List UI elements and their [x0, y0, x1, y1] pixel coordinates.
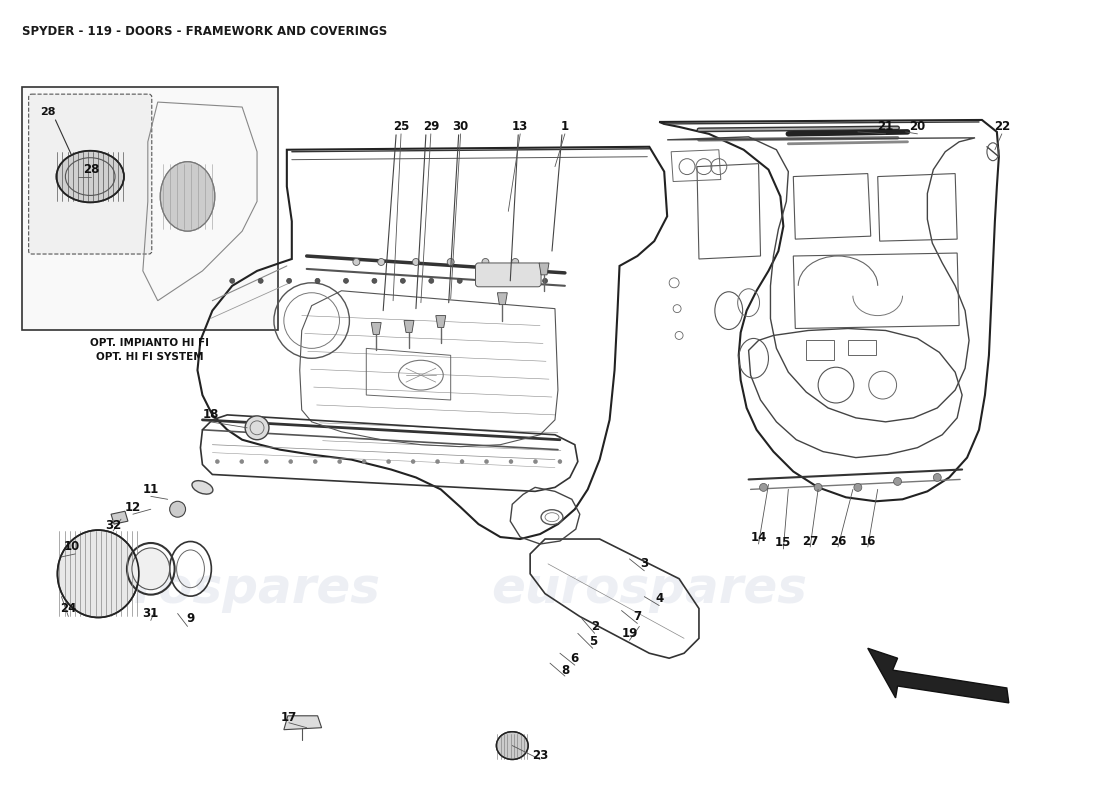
- Circle shape: [814, 483, 822, 491]
- Circle shape: [338, 459, 342, 463]
- Ellipse shape: [132, 548, 169, 590]
- Circle shape: [386, 459, 390, 463]
- Circle shape: [314, 459, 317, 463]
- Text: OPT. HI FI SYSTEM: OPT. HI FI SYSTEM: [96, 352, 204, 362]
- Text: 28: 28: [82, 163, 99, 176]
- Text: 10: 10: [63, 541, 79, 554]
- Circle shape: [412, 258, 419, 266]
- Circle shape: [482, 258, 488, 266]
- Polygon shape: [111, 511, 128, 524]
- Circle shape: [542, 278, 548, 283]
- Text: 22: 22: [993, 121, 1010, 134]
- Circle shape: [315, 278, 320, 283]
- Ellipse shape: [161, 162, 214, 231]
- Circle shape: [460, 459, 464, 463]
- Circle shape: [429, 278, 433, 283]
- Polygon shape: [284, 716, 321, 730]
- Circle shape: [240, 459, 244, 463]
- Text: 26: 26: [829, 534, 846, 547]
- Text: 17: 17: [280, 711, 297, 724]
- Circle shape: [245, 416, 270, 440]
- Circle shape: [558, 459, 562, 463]
- Circle shape: [512, 258, 519, 266]
- Text: 13: 13: [513, 121, 528, 134]
- Polygon shape: [868, 648, 1009, 703]
- Circle shape: [289, 459, 293, 463]
- Circle shape: [484, 459, 488, 463]
- Circle shape: [264, 459, 268, 463]
- Text: 19: 19: [621, 627, 638, 640]
- Circle shape: [362, 459, 366, 463]
- Text: 30: 30: [452, 121, 469, 134]
- Text: OPT. IMPIANTO HI FI: OPT. IMPIANTO HI FI: [90, 338, 209, 349]
- Circle shape: [486, 278, 491, 283]
- Text: 4: 4: [656, 592, 663, 605]
- Polygon shape: [436, 315, 446, 327]
- Polygon shape: [404, 321, 414, 333]
- Text: 23: 23: [532, 749, 548, 762]
- Ellipse shape: [57, 530, 139, 618]
- Circle shape: [458, 278, 462, 283]
- Circle shape: [169, 502, 186, 517]
- FancyBboxPatch shape: [475, 263, 541, 286]
- Text: 31: 31: [143, 607, 158, 620]
- Text: 8: 8: [561, 664, 569, 677]
- Ellipse shape: [56, 150, 124, 202]
- Text: 14: 14: [750, 530, 767, 543]
- Polygon shape: [372, 322, 382, 334]
- Polygon shape: [497, 293, 507, 305]
- Circle shape: [372, 278, 377, 283]
- Circle shape: [400, 278, 405, 283]
- Text: 9: 9: [186, 612, 195, 625]
- Circle shape: [534, 459, 538, 463]
- Ellipse shape: [192, 481, 213, 494]
- Circle shape: [436, 459, 440, 463]
- Text: 12: 12: [124, 501, 141, 514]
- Text: 27: 27: [802, 534, 818, 547]
- Ellipse shape: [496, 732, 528, 759]
- Text: 25: 25: [393, 121, 409, 134]
- Text: 24: 24: [60, 602, 77, 615]
- Circle shape: [448, 258, 454, 266]
- Polygon shape: [539, 263, 549, 275]
- Circle shape: [759, 483, 768, 491]
- Circle shape: [230, 278, 234, 283]
- Text: 11: 11: [143, 483, 158, 496]
- Text: 20: 20: [910, 121, 925, 134]
- Circle shape: [854, 483, 861, 491]
- Text: 16: 16: [859, 534, 876, 547]
- Text: eurospares: eurospares: [64, 565, 381, 613]
- Circle shape: [216, 459, 219, 463]
- Circle shape: [514, 278, 519, 283]
- Text: 2: 2: [591, 620, 598, 633]
- Text: 18: 18: [202, 408, 219, 422]
- Text: 29: 29: [422, 121, 439, 134]
- Circle shape: [287, 278, 292, 283]
- Circle shape: [933, 474, 942, 482]
- Circle shape: [343, 278, 349, 283]
- Text: 1: 1: [561, 121, 569, 134]
- Circle shape: [411, 459, 415, 463]
- Text: 7: 7: [634, 610, 641, 623]
- Circle shape: [353, 258, 360, 266]
- Text: SPYDER - 119 - DOORS - FRAMEWORK AND COVERINGS: SPYDER - 119 - DOORS - FRAMEWORK AND COV…: [22, 25, 387, 38]
- Circle shape: [258, 278, 263, 283]
- FancyBboxPatch shape: [22, 87, 278, 330]
- Text: 6: 6: [571, 652, 579, 665]
- Text: eurospares: eurospares: [492, 565, 807, 613]
- Circle shape: [509, 459, 513, 463]
- Text: 15: 15: [776, 537, 792, 550]
- FancyBboxPatch shape: [29, 94, 152, 254]
- Circle shape: [893, 478, 902, 486]
- Text: 28: 28: [41, 107, 56, 117]
- Circle shape: [377, 258, 385, 266]
- Text: 21: 21: [878, 121, 894, 134]
- Text: 3: 3: [640, 558, 648, 570]
- Text: 5: 5: [588, 635, 597, 648]
- Text: 32: 32: [104, 518, 121, 532]
